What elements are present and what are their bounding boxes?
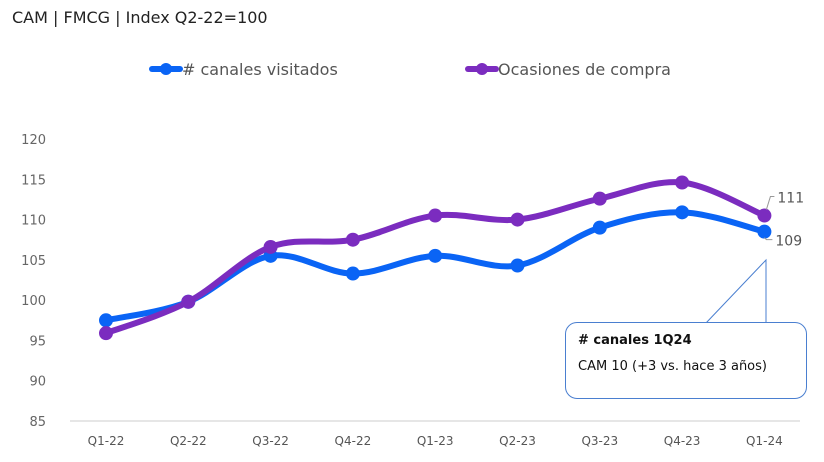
data-label: 111 [777, 191, 804, 207]
y-tick-label: 110 [21, 214, 46, 229]
data-point [99, 313, 113, 328]
data-point [345, 266, 360, 281]
x-tick-label: Q1-23 [417, 434, 454, 448]
callout-pointer [704, 258, 767, 324]
data-point [592, 220, 607, 235]
data-point [181, 294, 196, 309]
x-tick-label: Q2-22 [170, 434, 207, 448]
y-tick-label: 95 [29, 334, 46, 349]
y-tick-label: 115 [21, 173, 46, 188]
annotation-heading: # canales 1Q24 [578, 333, 692, 348]
y-tick-label: 85 [29, 415, 46, 430]
data-point [99, 326, 113, 341]
data-point [675, 205, 690, 220]
data-point [592, 191, 607, 206]
leader-line [765, 196, 775, 210]
x-tick-label: Q3-23 [581, 434, 618, 448]
data-point [345, 232, 360, 247]
x-tick-label: Q2-23 [499, 434, 536, 448]
data-label: 109 [775, 234, 802, 250]
leader-line [764, 237, 773, 241]
legend-marker-1 [476, 63, 488, 75]
data-point [428, 248, 443, 263]
x-tick-label: Q3-22 [252, 434, 289, 448]
y-tick-label: 100 [21, 294, 46, 309]
data-point [428, 208, 443, 223]
y-tick-label: 90 [29, 375, 46, 390]
legend-label: Ocasiones de compra [498, 60, 671, 79]
x-tick-label: Q4-22 [335, 434, 372, 448]
data-point [757, 224, 772, 239]
legend-label: # canales visitados [182, 60, 338, 79]
legend-marker-0 [160, 63, 172, 75]
y-tick-label: 120 [21, 133, 46, 148]
x-tick-label: Q1-22 [88, 434, 125, 448]
series-line-0 [103, 209, 768, 324]
chart-title: CAM | FMCG | Index Q2-22=100 [12, 8, 268, 27]
data-point [263, 239, 278, 254]
data-point [675, 175, 690, 190]
x-tick-label: Q4-23 [664, 434, 701, 448]
y-tick-label: 105 [21, 254, 46, 269]
data-point [510, 212, 525, 227]
data-point [757, 208, 772, 223]
data-point [510, 258, 525, 273]
annotation-body: CAM 10 (+3 vs. hace 3 años) [578, 359, 767, 374]
annotation-callout: # canales 1Q24 CAM 10 (+3 vs. hace 3 año… [565, 322, 807, 399]
x-tick-label: Q1-24 [746, 434, 783, 448]
